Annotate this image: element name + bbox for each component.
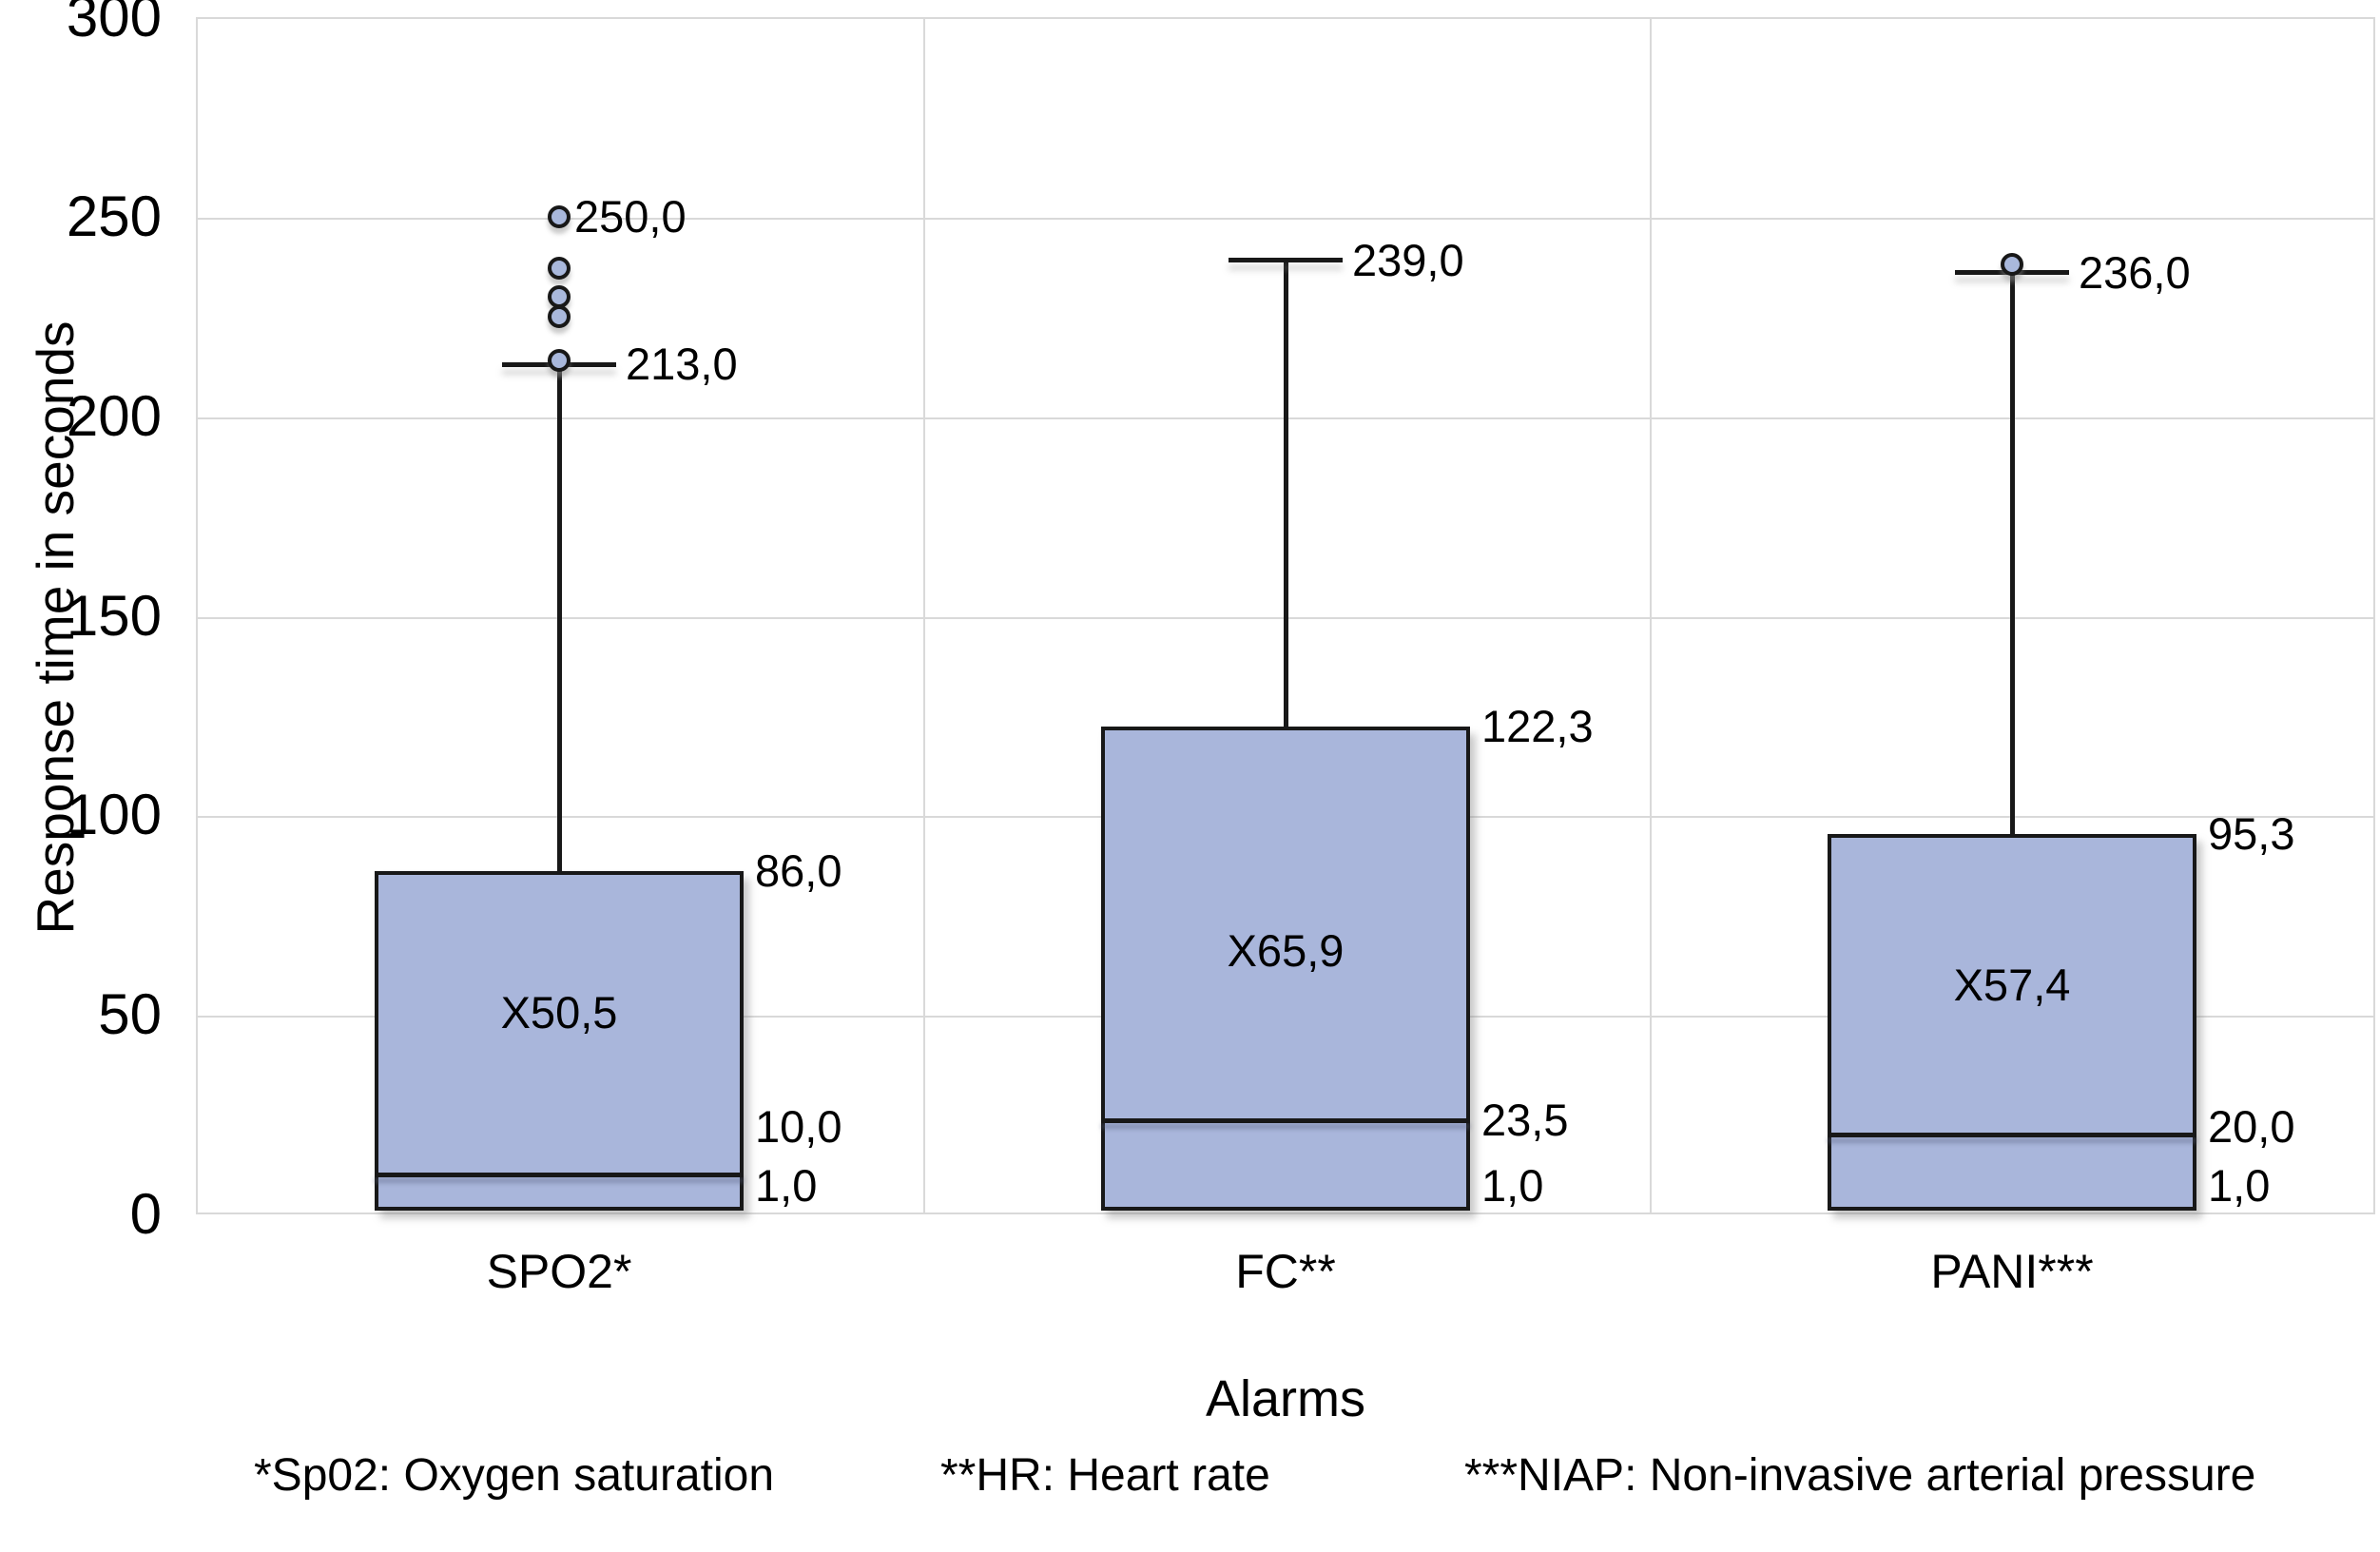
median-line <box>1828 1132 2196 1137</box>
whisker-line <box>556 364 562 872</box>
median-line <box>1101 1117 1470 1123</box>
y-tick-label: 0 <box>129 1182 162 1246</box>
mean-label: X65,9 <box>1227 925 1345 977</box>
mean-label: X50,5 <box>500 987 618 1038</box>
median-label: 23,5 <box>1481 1095 1569 1146</box>
median-label: 10,0 <box>755 1100 842 1152</box>
h-gridline <box>198 217 2373 220</box>
q3-label: 122,3 <box>1481 700 1594 751</box>
min-label: 1,0 <box>1481 1159 1544 1211</box>
whisker-cap <box>1229 258 1343 263</box>
category-label: SPO2* <box>486 1245 632 1298</box>
median-line <box>375 1172 744 1177</box>
q3-label: 86,0 <box>755 845 842 897</box>
category-label: FC** <box>1235 1245 1336 1298</box>
whisker-high-label: 236,0 <box>2079 246 2191 298</box>
y-tick-label: 250 <box>66 184 162 248</box>
outlier-dot <box>548 348 571 372</box>
median-label: 20,0 <box>2208 1100 2295 1152</box>
y-tick-label: 50 <box>98 982 162 1047</box>
footnote-hr: **HR: Heart rate <box>940 1450 1270 1501</box>
outlier-max-label: 250,0 <box>574 190 687 242</box>
outlier-dot <box>548 204 571 228</box>
min-label: 1,0 <box>755 1159 818 1211</box>
outlier-dot <box>548 304 571 328</box>
footnote-spo2: *Sp02: Oxygen saturation <box>254 1450 775 1501</box>
footnote-niap: ***NIAP: Non-invasive arterial pressure <box>1464 1450 2256 1501</box>
category-label: PANI*** <box>1930 1245 2094 1298</box>
box <box>1101 726 1470 1211</box>
panel-separator <box>1650 19 1652 1212</box>
y-tick-label: 200 <box>66 383 162 448</box>
whisker-high-label: 239,0 <box>1352 234 1464 285</box>
panel-separator <box>923 19 925 1212</box>
q3-label: 95,3 <box>2208 808 2295 860</box>
outlier-dot <box>548 257 571 281</box>
min-label: 1,0 <box>2208 1159 2271 1211</box>
y-tick-label: 100 <box>66 783 162 847</box>
mean-label: X57,4 <box>1953 960 2071 1011</box>
whisker-line <box>1283 260 1288 727</box>
whisker-line <box>2009 272 2015 835</box>
box <box>1828 834 2196 1211</box>
y-tick-label: 150 <box>66 583 162 648</box>
box <box>375 871 744 1211</box>
y-tick-label: 300 <box>66 0 162 48</box>
x-axis-title: Alarms <box>1205 1370 1366 1427</box>
whisker-high-label: 213,0 <box>626 339 738 390</box>
outlier-dot <box>2001 253 2023 277</box>
